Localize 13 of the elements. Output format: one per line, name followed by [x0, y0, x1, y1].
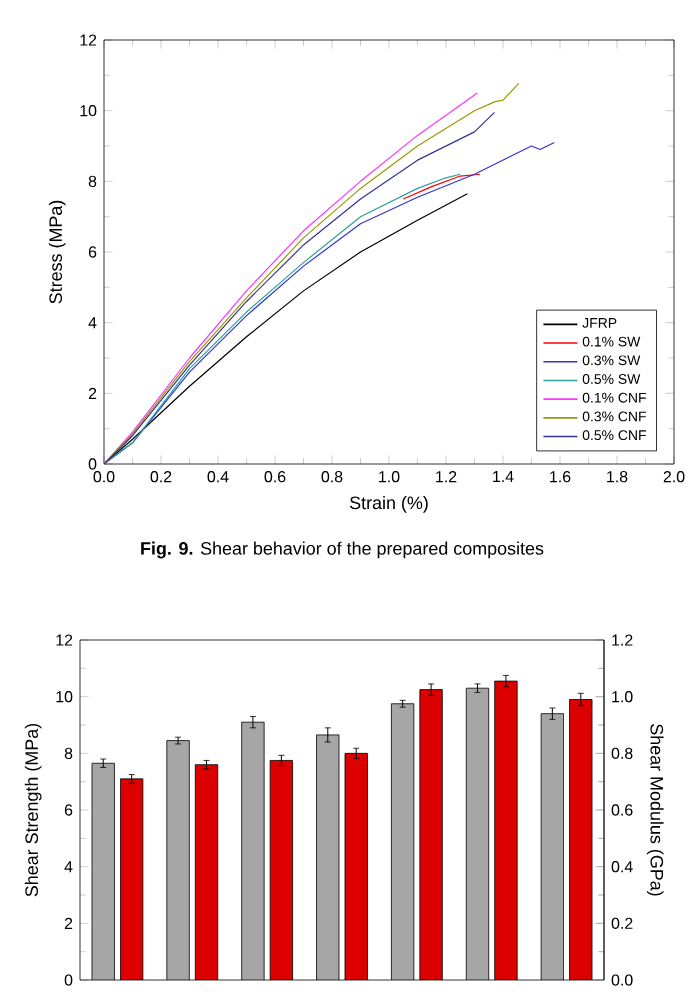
bar — [91, 762, 115, 981]
y-axis-title: Stress (MPa) — [48, 200, 66, 304]
line-series — [402, 173, 481, 200]
y2-axis-title: Shear Modulus (GPa) — [646, 724, 664, 896]
bar — [465, 687, 490, 981]
text: Fig. 9. Shear behavior of the prepared composites — [141, 541, 544, 559]
x-axis-title: Strain (%) — [349, 496, 428, 513]
y-axis-title: Shear Strength (MPa) — [24, 723, 42, 897]
bar — [540, 713, 564, 981]
bar — [391, 703, 415, 981]
bar — [316, 734, 340, 981]
bar — [166, 740, 190, 981]
bar — [241, 721, 265, 981]
